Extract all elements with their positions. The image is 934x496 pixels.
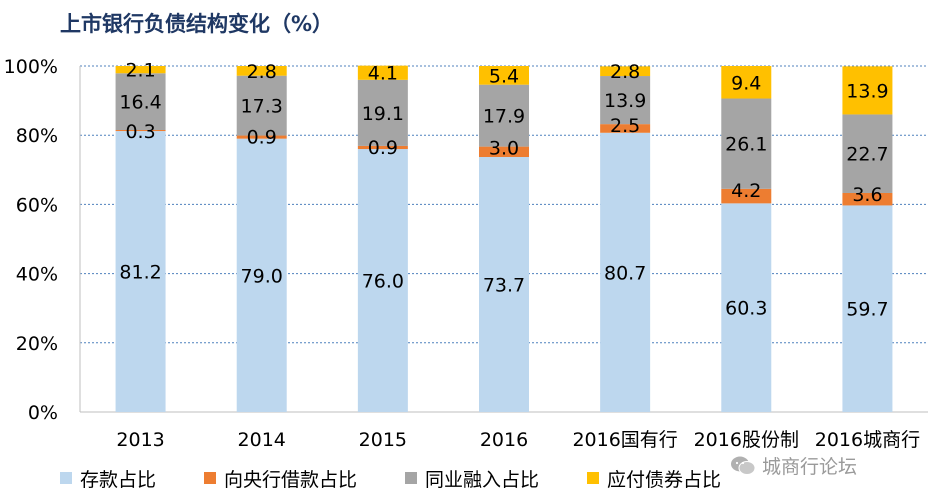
watermark: 城商行论坛 <box>730 452 857 479</box>
data-label: 17.9 <box>483 106 525 128</box>
bar-segment <box>842 66 893 115</box>
legend-item: 同业融入占比 <box>405 465 539 492</box>
y-tick-label: 40% <box>16 264 58 286</box>
data-label: 80.7 <box>604 262 646 284</box>
data-label: 0.9 <box>368 137 398 159</box>
watermark-text: 城商行论坛 <box>762 456 858 478</box>
x-tick-label: 2013 <box>116 429 164 451</box>
legend-swatch <box>587 472 600 484</box>
bar-segment <box>600 124 651 133</box>
data-label: 4.1 <box>368 63 398 85</box>
y-tick-label: 60% <box>16 194 58 216</box>
x-tick-label: 2016国有行 <box>572 429 677 451</box>
x-tick-label: 2015 <box>359 429 407 451</box>
bar-segment <box>721 203 772 412</box>
axes: 0% 20% 40% 60% 80% 100% 2013 2014 2015 2016 2016国有… <box>4 56 928 451</box>
bar-segment <box>115 130 166 132</box>
bar-segment <box>236 135 287 139</box>
legend-swatch <box>60 472 72 484</box>
legend-item: 向央行借款占比 <box>204 465 357 492</box>
legend: 存款占比 向央行借款占比 同业融入占比 应付债券占比 <box>60 465 721 492</box>
data-label: 19.1 <box>362 103 404 125</box>
data-label: 59.7 <box>846 299 888 321</box>
bar-segment <box>721 188 772 204</box>
bar-segment <box>357 149 408 413</box>
data-label: 2.1 <box>125 60 155 82</box>
bar-segment <box>115 73 166 131</box>
bar-segment <box>479 146 529 157</box>
data-label: 5.4 <box>489 65 519 87</box>
bar-segment <box>479 66 529 85</box>
data-label: 3.6 <box>852 184 882 206</box>
data-label: 76.0 <box>362 271 404 293</box>
legend-label: 向央行借款占比 <box>224 468 358 491</box>
data-label: 0.9 <box>247 127 277 149</box>
bar-segment <box>236 75 287 136</box>
data-label: 17.3 <box>241 96 283 118</box>
bar-segment <box>842 192 893 206</box>
bar-segment <box>600 132 651 412</box>
legend-swatch <box>405 472 418 484</box>
bar-segment <box>842 114 893 193</box>
data-label: 13.9 <box>846 80 888 102</box>
data-label: 4.2 <box>731 180 761 202</box>
x-tick-label: 2016城商行 <box>815 429 920 451</box>
data-label: 16.4 <box>119 92 161 114</box>
bar-segment <box>357 79 408 146</box>
y-tick-label: 100% <box>4 56 58 78</box>
data-label: 73.7 <box>483 274 525 296</box>
bar-segment <box>600 76 651 125</box>
bar-segment <box>115 131 166 412</box>
bar-segment <box>600 66 651 77</box>
data-label: 2.8 <box>247 61 277 83</box>
data-label: 3.0 <box>489 138 519 160</box>
x-tick-label: 2016 <box>480 429 528 451</box>
legend-label: 同业融入占比 <box>425 468 540 491</box>
chart-title: 上市银行负债结构变化（%） <box>60 12 334 36</box>
y-tick-label: 0% <box>28 402 58 424</box>
legend-label: 存款占比 <box>80 468 157 491</box>
wechat-icon <box>731 456 756 475</box>
y-tick-label: 80% <box>16 125 58 147</box>
y-tick-label: 20% <box>16 333 58 355</box>
data-label: 22.7 <box>846 144 888 166</box>
legend-label: 应付债券占比 <box>607 468 722 491</box>
x-tick-label: 2014 <box>238 429 286 451</box>
legend-swatch <box>204 472 217 484</box>
legend-item: 应付债券占比 <box>587 465 721 492</box>
bar-segment <box>842 205 893 412</box>
data-label: 26.1 <box>725 134 767 156</box>
data-label: 2.8 <box>610 61 640 83</box>
data-label: 13.9 <box>604 90 646 112</box>
x-tick-label: 2016股份制 <box>694 429 799 451</box>
bar-segment <box>721 98 772 189</box>
bar-segment <box>721 66 772 99</box>
data-label: 2.5 <box>610 115 640 137</box>
data-label: 79.0 <box>241 265 283 287</box>
bar-segment <box>479 156 529 412</box>
bar-segment <box>357 145 408 150</box>
bar-segment <box>479 84 529 147</box>
bar-segment <box>357 65 408 80</box>
bar-segment <box>236 66 287 76</box>
bars <box>115 65 893 413</box>
data-label: 9.4 <box>731 72 761 94</box>
data-label: 0.3 <box>125 121 155 143</box>
data-label: 60.3 <box>725 298 767 320</box>
legend-item: 存款占比 <box>60 465 156 492</box>
bar-segment <box>236 138 287 412</box>
bar-segment <box>115 66 166 74</box>
data-labels: 81.2 0.3 16.4 2.1 79.0 0.9 17.3 2.8 76.0 0.9 19.1 4… <box>119 60 888 321</box>
data-label: 81.2 <box>119 262 161 284</box>
